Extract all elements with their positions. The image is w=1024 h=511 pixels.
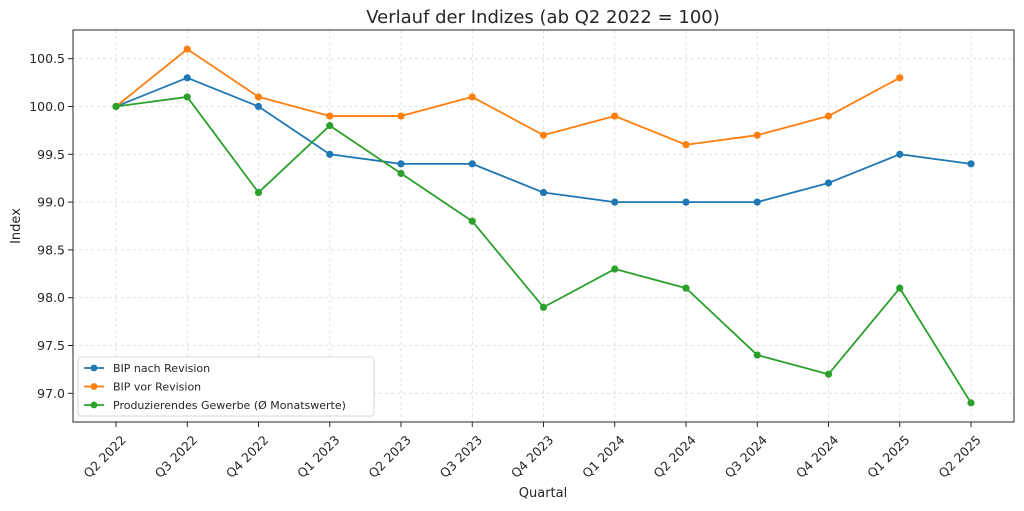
x-tick-label: Q3 2022 xyxy=(152,432,200,480)
data-point xyxy=(611,112,619,120)
series-2 xyxy=(112,45,904,149)
x-tick-label: Q2 2023 xyxy=(365,432,413,480)
data-point xyxy=(183,74,191,82)
legend-swatch-marker xyxy=(90,383,98,390)
data-point xyxy=(967,160,975,168)
x-tick-label: Q1 2023 xyxy=(294,432,342,480)
data-point xyxy=(682,141,690,149)
x-tick-label: Q3 2024 xyxy=(722,432,771,481)
x-tick-label: Q2 2022 xyxy=(80,432,128,480)
data-point xyxy=(682,198,690,206)
data-point xyxy=(326,112,334,120)
y-tick-label: 98.5 xyxy=(37,242,65,257)
data-point xyxy=(326,150,334,158)
data-point xyxy=(753,198,761,206)
x-tick-label: Q1 2025 xyxy=(864,432,912,480)
data-point xyxy=(468,217,476,225)
series-line xyxy=(115,48,901,146)
data-point xyxy=(896,74,904,82)
y-axis: 97.0 97.5 98.0 98.5 99.0 99.5 100.0 100.5 xyxy=(29,51,73,401)
data-point xyxy=(326,122,334,130)
x-tick-label: Q4 2024 xyxy=(793,432,842,481)
series-layer xyxy=(112,45,975,407)
chart-title: Verlauf der Indizes (ab Q2 2022 = 100) xyxy=(366,7,720,28)
data-point xyxy=(967,399,975,407)
x-tick-label: Q3 2023 xyxy=(437,432,485,480)
data-point xyxy=(824,112,833,120)
x-tick-label: Q2 2025 xyxy=(935,432,983,480)
y-tick-label: 99.0 xyxy=(37,195,65,210)
data-point xyxy=(753,351,761,359)
data-point xyxy=(539,303,548,311)
x-tick-label: Q1 2024 xyxy=(579,432,628,481)
data-point xyxy=(254,188,263,197)
data-point xyxy=(397,169,405,178)
data-point xyxy=(824,370,833,378)
y-tick-label: 98.0 xyxy=(37,290,65,305)
data-point xyxy=(896,284,904,292)
data-point xyxy=(682,284,690,292)
x-axis: Q2 2022 Q3 2022 Q4 2022 Q1 2023 Q2 2023 Q3 20… xyxy=(80,422,984,481)
data-point xyxy=(896,150,904,158)
x-tick-label: Q2 2024 xyxy=(650,432,699,481)
data-point xyxy=(254,102,263,111)
series-3 xyxy=(112,93,975,407)
y-tick-label: 99.5 xyxy=(37,147,65,162)
data-point xyxy=(112,102,120,111)
legend-swatch-marker xyxy=(90,364,98,372)
data-point xyxy=(397,160,405,168)
data-point xyxy=(468,160,476,168)
data-point xyxy=(539,188,548,197)
y-axis-label: Index xyxy=(9,208,24,244)
legend: BIP nach Revision BIP vor Revision Produzi… xyxy=(77,356,375,417)
y-tick-label: 100.5 xyxy=(29,51,65,66)
y-tick-label: 100.0 xyxy=(29,99,65,114)
data-point xyxy=(468,93,476,101)
data-point xyxy=(539,131,548,139)
legend-swatch-marker xyxy=(90,401,98,409)
y-tick-label: 97.0 xyxy=(37,386,65,401)
x-tick-label: Q4 2023 xyxy=(508,432,556,480)
data-point xyxy=(397,112,405,120)
y-tick-label: 97.5 xyxy=(37,338,65,353)
x-axis-label: Quartal xyxy=(519,486,567,501)
data-point xyxy=(611,198,619,206)
legend-label: BIP nach Revision xyxy=(113,362,210,375)
legend-label: Produzierendes Gewerbe (Ø Monatswerte) xyxy=(113,399,346,412)
data-point xyxy=(824,179,833,187)
data-point xyxy=(183,93,191,101)
x-tick-label: Q4 2022 xyxy=(223,432,271,480)
data-point xyxy=(611,265,619,273)
data-point xyxy=(183,45,191,53)
legend-box xyxy=(77,356,375,417)
data-point xyxy=(254,93,263,101)
legend-label: BIP vor Revision xyxy=(113,381,201,394)
data-point xyxy=(753,131,761,139)
